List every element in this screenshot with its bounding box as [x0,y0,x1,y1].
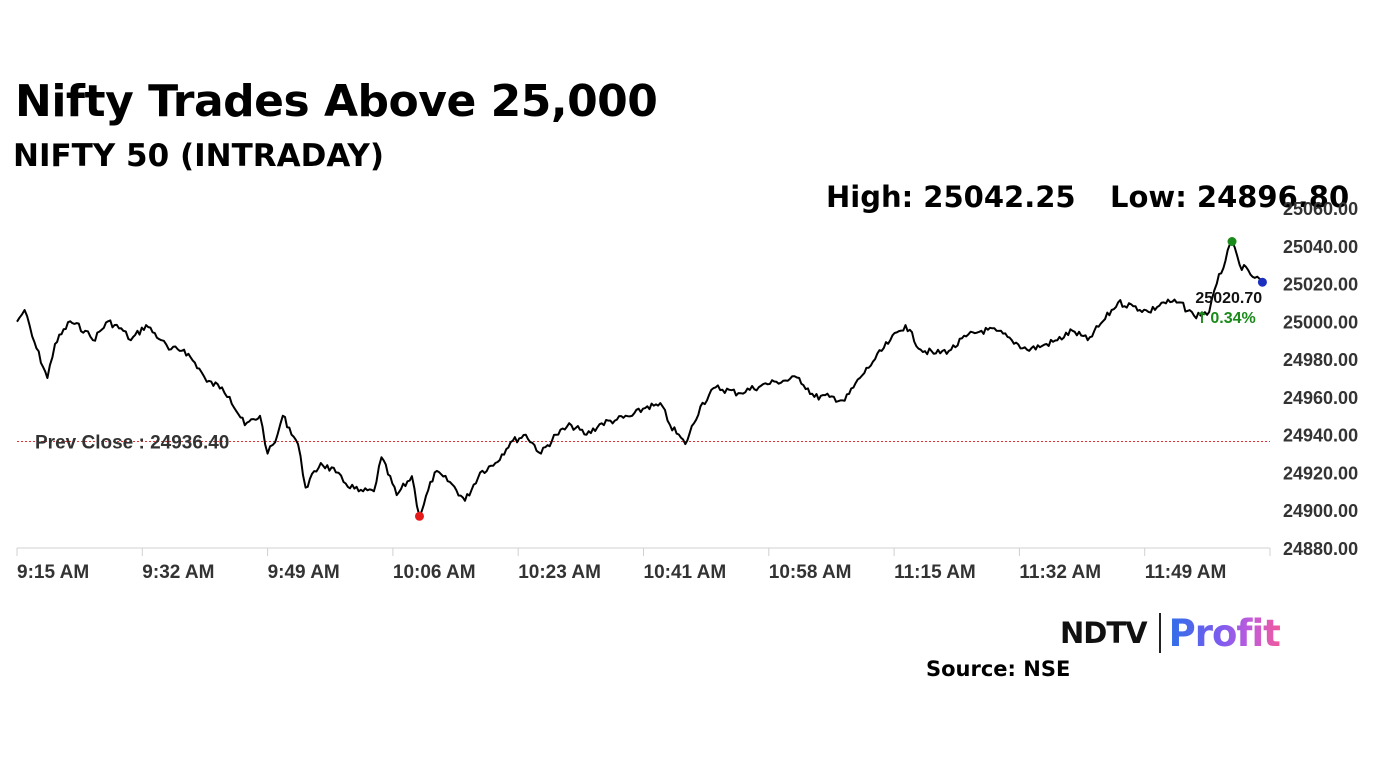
source-note: Source: NSE [926,657,1071,681]
page-subtitle: NIFTY 50 (INTRADAY) [13,138,385,174]
y-tick-label: 25020.00 [1283,275,1358,295]
y-tick-label: 25060.00 [1283,199,1358,219]
x-tick-label: 11:49 AM [1145,562,1227,583]
change-label: 0.34% [1210,310,1255,327]
y-tick-label: 24880.00 [1283,539,1358,559]
y-tick-label: 24940.00 [1283,426,1358,446]
low-label: Low: 24896.80 [1110,180,1350,214]
x-tick-label: 10:58 AM [769,562,852,583]
y-tick-label: 25000.00 [1283,312,1358,332]
x-axis: 9:15 AM 9:32 AM 9:49 AM 10:06 AM 10:23 AM 10:… [16,547,1271,583]
y-tick-label: 24920.00 [1283,463,1358,483]
y-tick-label: 24980.00 [1283,350,1358,370]
last-point [1257,277,1267,287]
up-arrow-icon: ↑ [1195,308,1208,327]
x-tick-label: 10:23 AM [518,562,601,583]
series-line [16,240,1264,518]
page-title: Nifty Trades Above 25,000 [15,76,658,127]
x-tick-label: 10:41 AM [644,562,727,583]
x-tick-label: 9:49 AM [268,562,340,583]
high-point [1227,237,1237,247]
x-tick-label: 11:32 AM [1019,562,1101,583]
prev-close-label: Prev Close : 24936.40 [35,432,229,453]
logo-ndtv: NDTV [1060,616,1148,650]
high-label: High: 25042.25 [826,180,1076,214]
x-tick-label: 10:06 AM [393,562,476,583]
x-tick-label: 9:15 AM [17,562,89,583]
y-tick-label: 25040.00 [1283,237,1358,257]
ndtv-profit-logo: NDTV Profit [1060,611,1281,655]
y-tick-label: 24900.00 [1283,501,1358,521]
low-point [414,511,424,521]
y-axis: 24880.00 24900.00 24920.00 24940.00 24960.00… [1283,199,1358,559]
y-tick-label: 24960.00 [1283,388,1358,408]
logo-profit: Profit [1168,611,1281,655]
x-tick-label: 11:15 AM [894,562,976,583]
last-value-label: 25020.70 [1195,290,1262,307]
x-tick-label: 9:32 AM [142,562,214,583]
logo-divider [1158,613,1161,653]
